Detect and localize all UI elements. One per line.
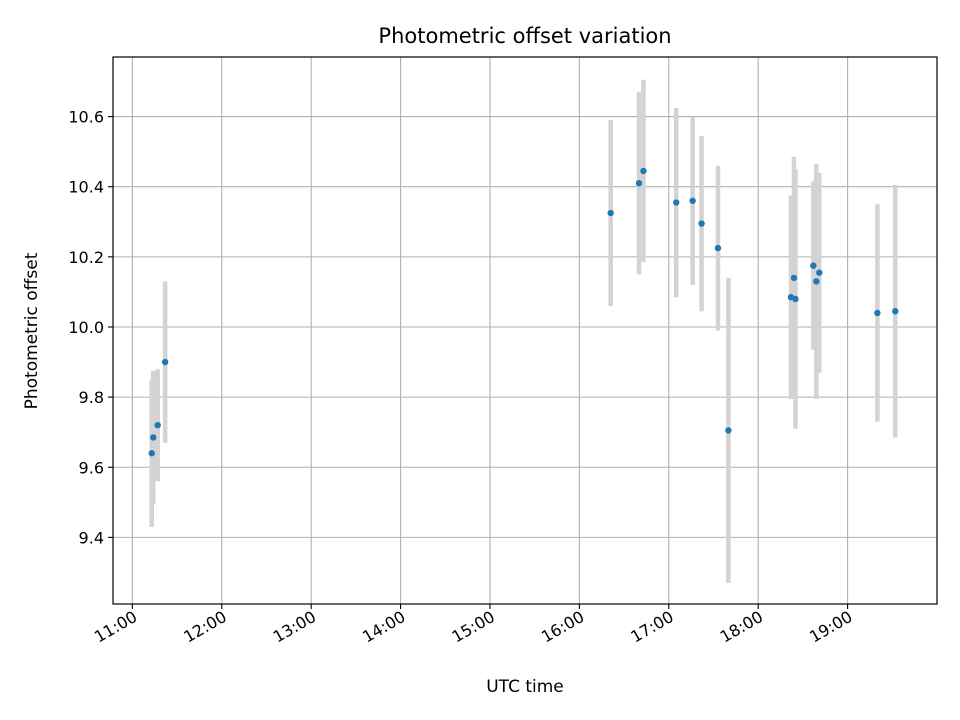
- data-point: [150, 434, 157, 441]
- axes-frame: [112, 56, 938, 605]
- data-point: [161, 358, 169, 366]
- data-point: [874, 309, 881, 317]
- data-point: [640, 167, 647, 175]
- y-tick-label: 9.6: [79, 458, 104, 477]
- grid-layer: [113, 57, 937, 604]
- data-point: [810, 262, 817, 269]
- data-point: [892, 308, 899, 315]
- y-tick-label: 9.4: [79, 528, 104, 547]
- data-point: [607, 209, 614, 217]
- data-point: [816, 269, 823, 276]
- y-tick-label: 10.2: [68, 248, 104, 267]
- y-tick-label: 9.8: [79, 388, 104, 407]
- data-point: [698, 220, 705, 227]
- data-point: [148, 450, 155, 457]
- data-point: [154, 421, 161, 429]
- chart-title: Photometric offset variation: [378, 24, 671, 48]
- y-tick-label: 10.6: [68, 108, 104, 127]
- data-point: [635, 180, 643, 187]
- data-point: [725, 427, 732, 434]
- marker-layer: [148, 167, 899, 457]
- data-point: [714, 244, 722, 252]
- data-point: [790, 274, 798, 282]
- x-axis-label: UTC time: [486, 677, 564, 697]
- data-point: [813, 278, 820, 285]
- data-point: [792, 295, 799, 303]
- y-axis-label: Photometric offset: [22, 252, 42, 409]
- y-tick-label: 10.4: [68, 178, 104, 197]
- data-point: [689, 197, 696, 204]
- y-tick-label: 10.0: [68, 318, 104, 337]
- data-point: [673, 199, 680, 206]
